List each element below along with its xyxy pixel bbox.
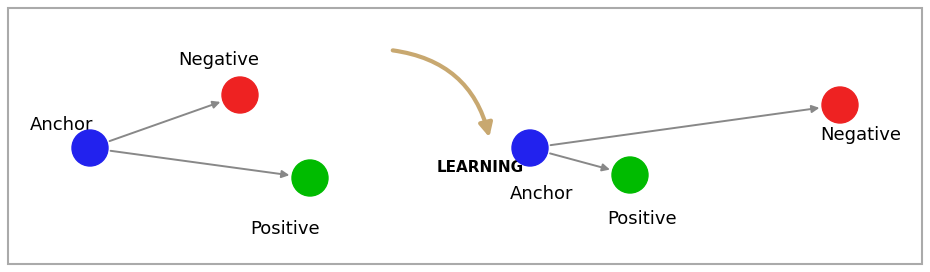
Circle shape <box>512 130 548 166</box>
FancyArrowPatch shape <box>392 50 491 133</box>
Text: LEARNING: LEARNING <box>436 160 524 175</box>
Circle shape <box>612 157 648 193</box>
Circle shape <box>72 130 108 166</box>
Circle shape <box>222 77 258 113</box>
Text: Positive: Positive <box>607 210 677 228</box>
Text: Positive: Positive <box>250 220 320 238</box>
Text: Anchor: Anchor <box>510 185 574 203</box>
Text: Negative: Negative <box>820 126 901 144</box>
Text: Negative: Negative <box>178 51 259 69</box>
Circle shape <box>292 160 328 196</box>
Text: Anchor: Anchor <box>30 116 94 134</box>
Circle shape <box>822 87 858 123</box>
